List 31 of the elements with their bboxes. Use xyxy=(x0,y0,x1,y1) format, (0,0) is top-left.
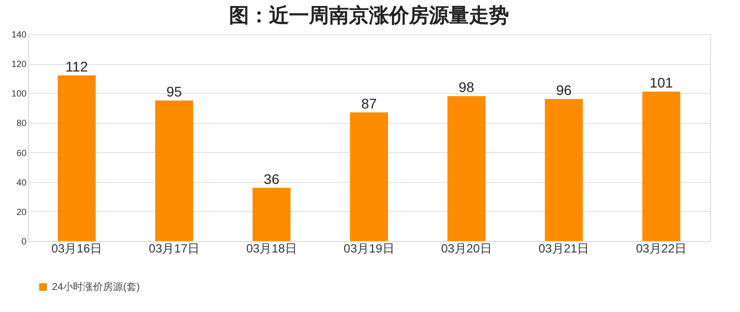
y-tick-label: 120 xyxy=(11,59,26,70)
x-tick-label: 03月19日 xyxy=(344,242,394,256)
bar xyxy=(350,112,388,241)
data-label: 98 xyxy=(458,79,474,96)
bar xyxy=(544,99,583,241)
x-tick-label: 03月20日 xyxy=(441,242,492,256)
x-tick-label: 03月21日 xyxy=(538,242,590,256)
y-tick-label: 100 xyxy=(11,88,26,99)
bar xyxy=(155,100,194,241)
bar xyxy=(252,188,291,241)
x-tick-label: 03月22日 xyxy=(636,242,687,256)
bar xyxy=(642,92,680,241)
data-label: 112 xyxy=(66,58,88,74)
data-label: 96 xyxy=(556,82,572,98)
chart-title: 图：近一周南京涨价房源量走势 xyxy=(229,4,509,27)
data-label: 101 xyxy=(650,74,674,91)
data-label: 87 xyxy=(361,95,377,112)
legend-label: 24小时涨价房源(套) xyxy=(52,281,140,293)
data-label: 36 xyxy=(264,170,280,187)
x-tick-label: 03月18日 xyxy=(246,242,297,256)
bar xyxy=(58,75,96,241)
data-label: 95 xyxy=(166,84,182,100)
x-tick-label: 03月16日 xyxy=(51,242,102,256)
y-tick-label: 40 xyxy=(16,177,26,188)
y-tick-label: 140 xyxy=(11,30,26,40)
y-tick-label: 0 xyxy=(21,236,26,246)
y-tick-label: 80 xyxy=(16,118,26,128)
x-tick-label: 03月17日 xyxy=(148,242,200,256)
y-tick-label: 20 xyxy=(16,206,26,217)
y-tick-label: 60 xyxy=(16,148,26,158)
bar xyxy=(447,96,486,241)
